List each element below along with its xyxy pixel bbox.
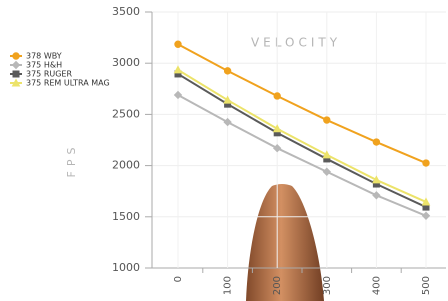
point [274, 145, 281, 152]
chart-title: VELOCITY [251, 36, 341, 50]
point [13, 62, 20, 69]
y-tick-label: 3000 [112, 56, 140, 69]
point [423, 160, 429, 166]
chart: VELOCITY FPS 1000 1500 2000 2500 3000 3500 0 10… [0, 0, 448, 301]
legend-label: 375 H&H [26, 61, 62, 70]
point [13, 53, 19, 59]
x-tick-label: 0 [173, 276, 184, 282]
point [373, 139, 379, 145]
series-line [178, 74, 426, 207]
y-tick-label: 2500 [112, 107, 140, 120]
point [13, 71, 19, 77]
y-tick-label: 2000 [112, 159, 140, 172]
point [423, 212, 430, 219]
point [323, 168, 330, 175]
x-tick-label: 300 [322, 276, 333, 295]
legend-label: 378 WBY [26, 52, 62, 61]
x-tick-label: 200 [272, 276, 283, 295]
y-tick-label: 3500 [112, 5, 140, 18]
point [274, 93, 280, 99]
legend-label: 375 RUGER [26, 70, 72, 79]
point [373, 192, 380, 199]
point [224, 68, 230, 74]
point [175, 66, 182, 73]
point [324, 117, 330, 123]
x-tick-label: 400 [371, 276, 382, 295]
legend-label: 375 REM ULTRA MAG [26, 79, 110, 88]
series-line [178, 70, 426, 202]
point [175, 41, 181, 47]
y-tick-label: 1000 [112, 261, 140, 274]
y-tick-label: 1500 [112, 210, 140, 223]
x-tick-label: 100 [223, 276, 234, 295]
x-tick-label: 500 [421, 276, 432, 295]
bullet-image [246, 184, 324, 301]
y-axis-label: FPS [65, 143, 78, 178]
series-line [178, 95, 426, 216]
